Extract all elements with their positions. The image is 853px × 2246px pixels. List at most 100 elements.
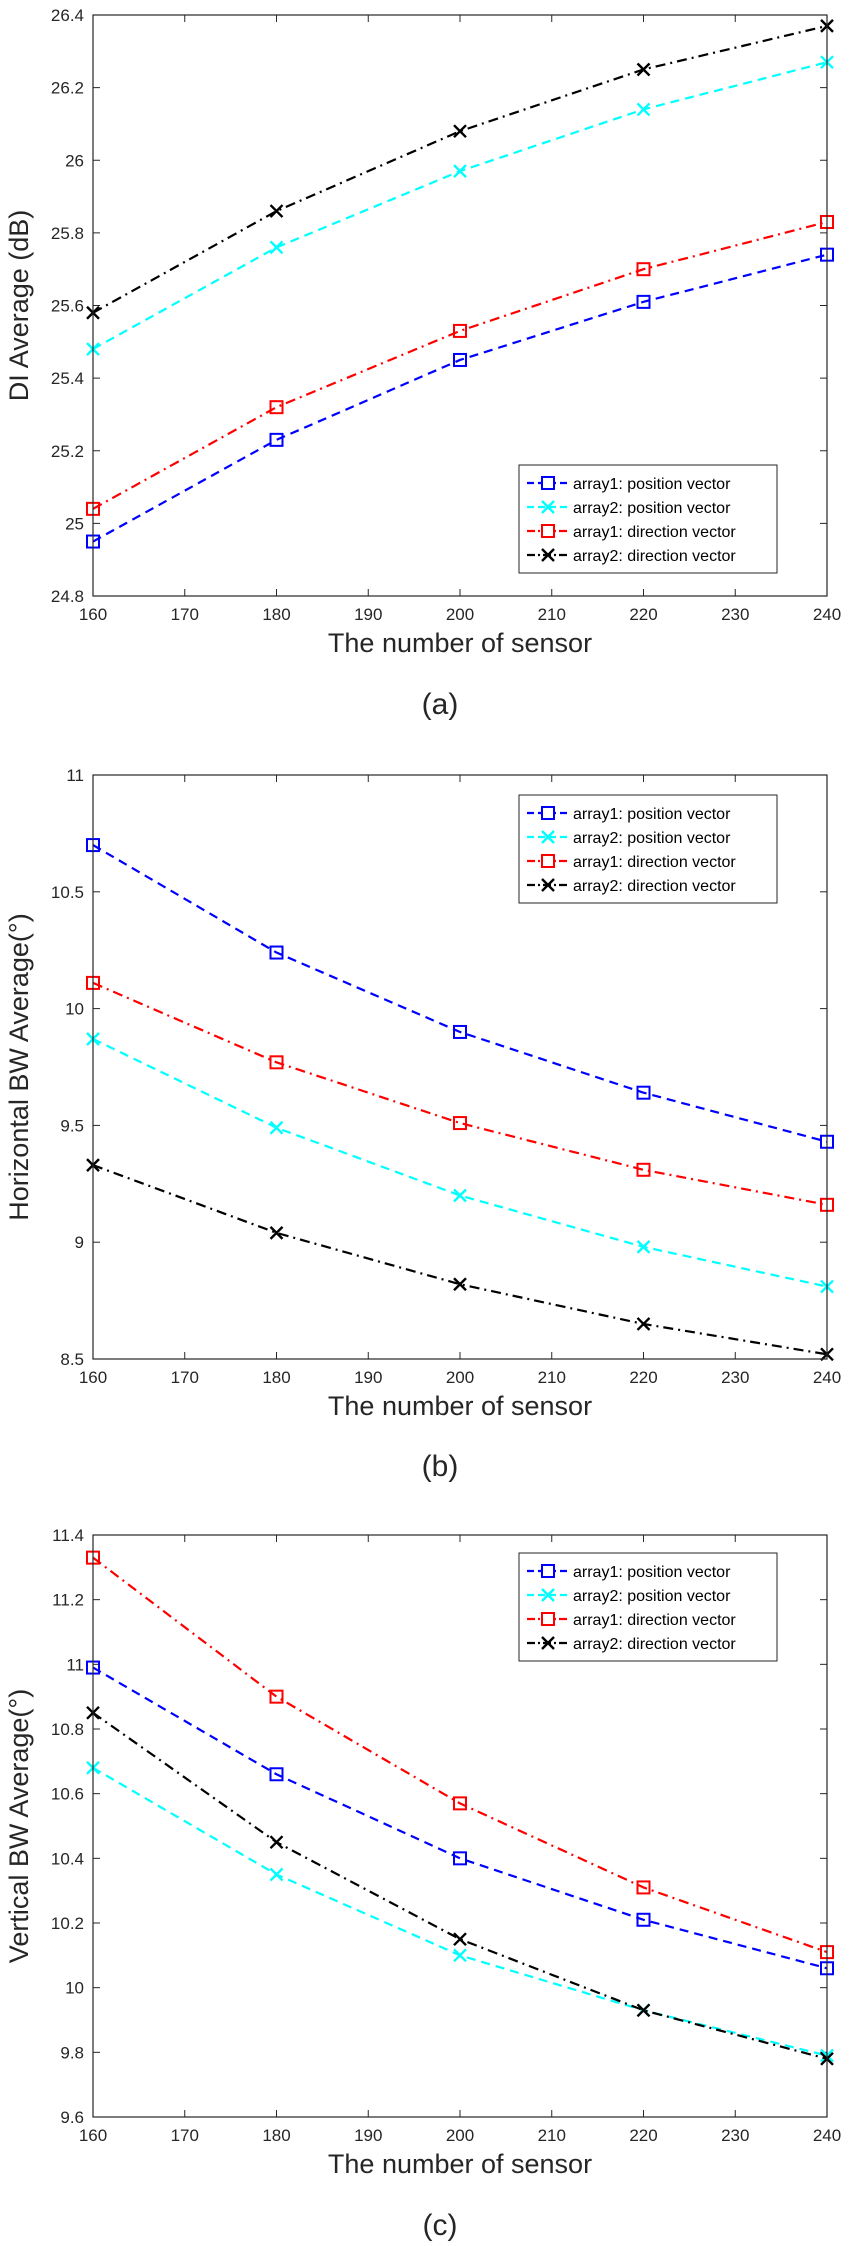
data-point xyxy=(453,1796,467,1811)
legend-label: array2: direction vector xyxy=(573,1636,736,1653)
legend-marker xyxy=(541,1636,555,1650)
y-tick-label: 10.8 xyxy=(51,1720,84,1739)
data-point xyxy=(269,1689,284,1704)
y-tick-label: 10.5 xyxy=(51,883,84,902)
y-tick-label: 9 xyxy=(75,1233,84,1252)
x-tick-label: 220 xyxy=(629,1368,657,1387)
data-point xyxy=(636,1912,651,1927)
y-tick-label: 8.5 xyxy=(60,1350,84,1369)
data-point xyxy=(636,62,651,77)
legend-item: array2: direction vector xyxy=(527,878,736,895)
chart-2: 160 170 180 190 200 210 220 230 240 8.5 9 9.5 10 10.5… xyxy=(4,766,841,1483)
legend-marker xyxy=(541,1588,555,1602)
legend-label: array1: direction vector xyxy=(573,854,736,871)
legend-label: array1: position vector xyxy=(573,806,731,823)
data-point xyxy=(636,1880,651,1895)
figure-caption: (b) xyxy=(422,1450,459,1483)
y-tick-label: 25 xyxy=(65,514,84,533)
x-tick-label: 160 xyxy=(79,1368,107,1387)
series-line xyxy=(92,1037,828,1288)
series-line xyxy=(92,1666,828,1970)
figure-caption: (a) xyxy=(422,688,459,721)
y-tick-label: 25.4 xyxy=(51,369,84,388)
legend-item: array1: position vector xyxy=(527,476,731,493)
data-point xyxy=(269,1767,284,1782)
data-point xyxy=(269,1867,284,1882)
data-point xyxy=(636,1240,651,1254)
x-tick-label: 190 xyxy=(354,2126,382,2145)
y-tick-label: 11.4 xyxy=(52,1526,84,1545)
x-tick-label: 240 xyxy=(813,1368,841,1387)
legend-label: array2: position vector xyxy=(573,830,731,847)
legend-label: array1: direction vector xyxy=(573,524,736,541)
y-tick-label: 9.5 xyxy=(60,1116,84,1135)
y-tick-label: 11 xyxy=(66,766,84,785)
y-tick-label: 11 xyxy=(66,1655,84,1674)
legend: array1: position vector array2: position … xyxy=(518,464,778,574)
x-tick-label: 230 xyxy=(721,2126,749,2145)
data-point xyxy=(453,1851,467,1866)
legend-item: array2: direction vector xyxy=(527,1636,736,1653)
x-tick-label: 200 xyxy=(446,2126,474,2145)
data-point xyxy=(636,294,651,309)
x-tick-label: 190 xyxy=(354,605,382,624)
y-tick-label: 10.4 xyxy=(51,1849,84,1868)
y-tick-label: 24.8 xyxy=(51,587,84,606)
x-tick-label: 240 xyxy=(813,2126,841,2145)
y-axis-label: DI Average (dB) xyxy=(4,210,34,402)
legend: array1: position vector array2: position … xyxy=(518,1552,778,1662)
legend-item: array1: direction vector xyxy=(527,524,736,541)
data-point xyxy=(453,1932,467,1947)
x-axis-label: The number of sensor xyxy=(328,628,592,658)
x-tick-label: 210 xyxy=(538,1368,566,1387)
data-point xyxy=(269,400,284,415)
x-tick-label: 180 xyxy=(262,605,290,624)
data-point xyxy=(453,1116,467,1131)
series-line xyxy=(92,844,828,1143)
x-tick-label: 170 xyxy=(171,2126,199,2145)
y-tick-label: 9.8 xyxy=(60,2043,84,2062)
legend-marker xyxy=(541,476,555,490)
legend-item: array1: position vector xyxy=(527,1564,731,1581)
x-tick-label: 180 xyxy=(262,1368,290,1387)
y-tick-label: 10.2 xyxy=(51,1914,84,1933)
x-tick-label: 210 xyxy=(538,2126,566,2145)
legend-label: array1: position vector xyxy=(573,476,731,493)
legend-marker xyxy=(541,854,555,868)
axes-frame xyxy=(92,774,828,1360)
x-tick-label: 160 xyxy=(79,2126,107,2145)
legend-item: array1: direction vector xyxy=(527,1612,736,1629)
series-4 xyxy=(86,19,834,320)
legend-item: array1: position vector xyxy=(527,806,731,823)
data-point xyxy=(453,164,467,178)
y-tick-label: 25.6 xyxy=(51,297,84,316)
series-line xyxy=(92,981,828,1206)
x-tick-label: 230 xyxy=(721,1368,749,1387)
data-point xyxy=(269,204,284,218)
legend-item: array2: position vector xyxy=(527,830,731,847)
data-point xyxy=(453,352,467,367)
data-point xyxy=(269,432,284,447)
data-point xyxy=(453,124,467,139)
y-axis-label: Vertical BW Average(°) xyxy=(4,1689,34,1963)
data-point xyxy=(453,1188,467,1203)
x-tick-label: 170 xyxy=(171,605,199,624)
data-point xyxy=(636,1162,651,1177)
x-tick-label: 220 xyxy=(629,2126,657,2145)
chart-1: 160 170 180 190 200 210 220 230 240 24.8 25 25.2 25.… xyxy=(4,6,841,721)
y-tick-label: 10.6 xyxy=(51,1785,84,1804)
x-tick-label: 190 xyxy=(354,1368,382,1387)
x-tick-label: 240 xyxy=(813,605,841,624)
y-tick-label: 26.4 xyxy=(51,6,84,25)
legend-item: array2: position vector xyxy=(527,500,731,517)
x-tick-label: 200 xyxy=(446,1368,474,1387)
x-tick-label: 160 xyxy=(79,605,107,624)
x-tick-label: 170 xyxy=(171,1368,199,1387)
data-point xyxy=(453,1277,467,1292)
x-axis-label: The number of sensor xyxy=(328,1391,592,1421)
legend-label: array2: direction vector xyxy=(573,548,736,565)
legend: array1: position vector array2: position … xyxy=(518,794,778,904)
legend-item: array2: position vector xyxy=(527,1588,731,1605)
axes-frame xyxy=(92,14,828,597)
